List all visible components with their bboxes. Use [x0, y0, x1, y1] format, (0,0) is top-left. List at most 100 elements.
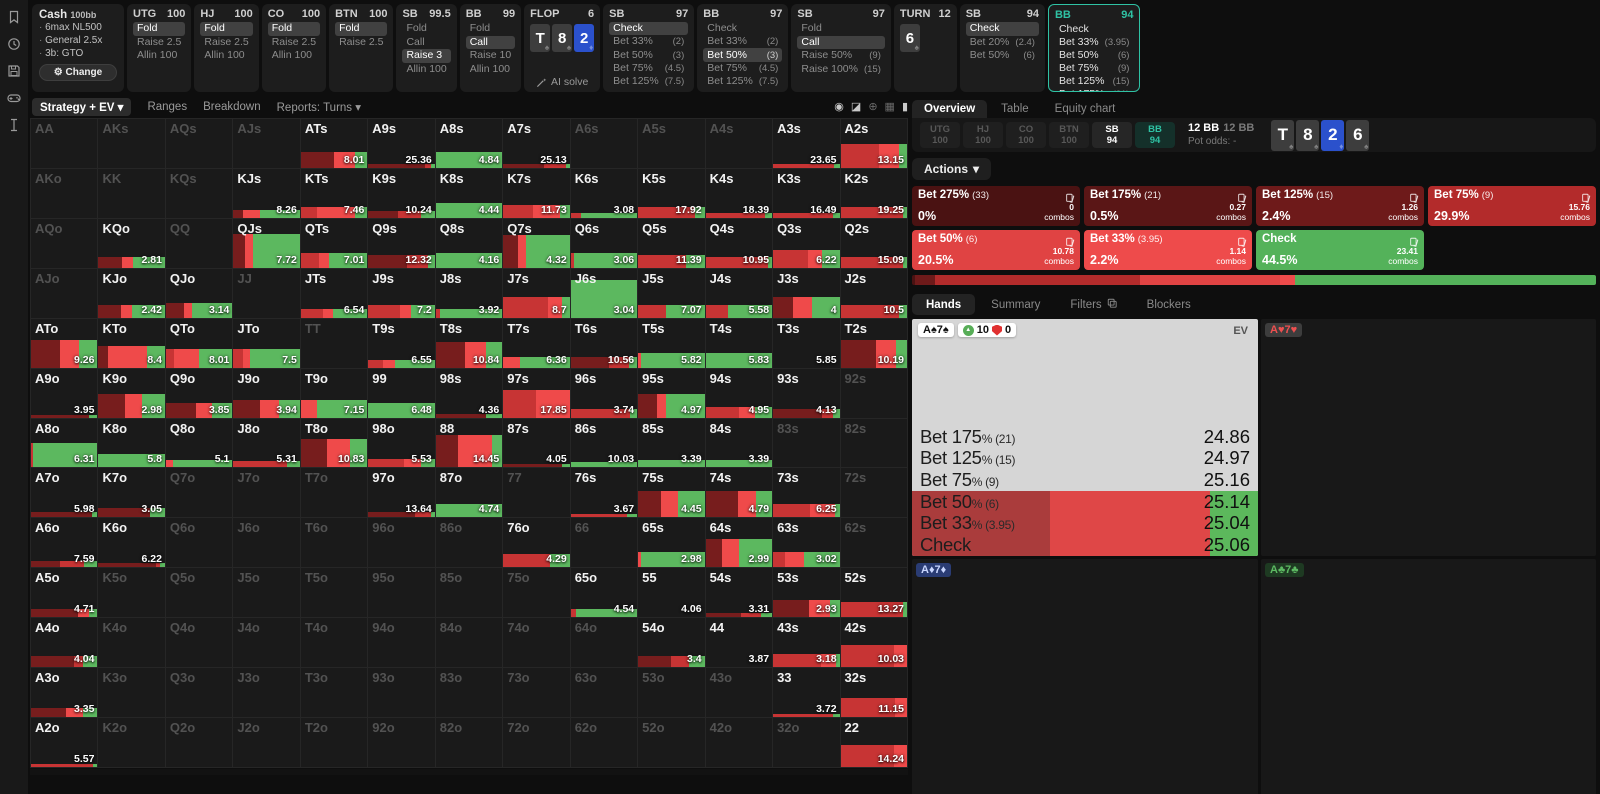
matrix-cell-q5s[interactable]: Q5s 11.39: [638, 218, 705, 268]
matrix-cell-42s[interactable]: 42s 10.03: [840, 618, 907, 668]
node-action-raise-2-5[interactable]: Raise 2.5: [204, 35, 249, 48]
matrix-cell-a2o[interactable]: A2o 5.57: [31, 718, 98, 767]
combo-label-badge[interactable]: A♥7♥: [1265, 323, 1303, 337]
node-action-check[interactable]: Check: [609, 22, 689, 36]
combos-list-icon[interactable]: [1237, 190, 1247, 203]
history-icon[interactable]: [7, 37, 21, 51]
matrix-cell-87o[interactable]: 87o 4.74: [435, 468, 503, 518]
node-action-bet-33-[interactable]: Bet 33% (2): [707, 35, 779, 48]
matrix-cell-t6o[interactable]: T6o: [300, 518, 368, 568]
matrix-cell-86s[interactable]: 86s 10.03: [570, 418, 638, 468]
matrix-cell-a8s[interactable]: A8s 4.84: [435, 119, 503, 168]
matrix-cell-53s[interactable]: 53s 2.93: [773, 568, 840, 618]
matrix-cell-jj[interactable]: JJ: [233, 268, 300, 318]
combo-cell-ah7h[interactable]: A♥7♥: [1261, 319, 1596, 556]
action-tile-bet-175-[interactable]: Bet 175% (21) 0.5% 0.27 combos: [1084, 186, 1252, 226]
matrix-cell-t3s[interactable]: T3s 5.85: [773, 318, 840, 368]
matrix-cell-j7s[interactable]: J7s 8.7: [503, 268, 570, 318]
matrix-cell-j2s[interactable]: J2s 10.5: [840, 268, 907, 318]
matrix-cell-43s[interactable]: 43s 3.18: [773, 618, 840, 668]
matrix-cell-a2s[interactable]: A2s 13.15: [840, 119, 907, 168]
matrix-cell-65s[interactable]: 65s 2.98: [638, 518, 705, 568]
matrix-cell-87s[interactable]: 87s 4.05: [503, 418, 570, 468]
matrix-cell-k9o[interactable]: K9o 2.98: [98, 368, 165, 418]
matrix-cell-q8o[interactable]: Q8o 5.1: [165, 418, 233, 468]
matrix-cell-q4s[interactable]: Q4s 10.95: [705, 218, 773, 268]
matrix-cell-a7s[interactable]: A7s 25.13: [503, 119, 570, 168]
combo-label-badge[interactable]: A♦7♦: [916, 563, 952, 577]
matrix-cell-a8o[interactable]: A8o 6.31: [31, 418, 98, 468]
matrix-cell-65o[interactable]: 65o 4.54: [570, 568, 638, 618]
action-tile-bet-125-[interactable]: Bet 125% (15) 2.4% 1.26 combos: [1256, 186, 1424, 226]
matrix-cell-k5s[interactable]: K5s 17.92: [638, 168, 705, 218]
node-action-fold[interactable]: Fold: [801, 22, 822, 35]
matrix-cell-t3o[interactable]: T3o: [300, 668, 368, 718]
matrix-cell-74s[interactable]: 74s 4.79: [705, 468, 773, 518]
node-action-raise-10[interactable]: Raise 10: [469, 49, 512, 62]
combo-cell-ac7c[interactable]: A♣7♣: [1261, 559, 1596, 794]
matrix-cell-qto[interactable]: QTo 8.01: [165, 318, 233, 368]
panel-layout-icon[interactable]: ▮: [901, 100, 908, 113]
range-height-icon[interactable]: [7, 118, 21, 132]
combo-label-badge[interactable]: A♣7♣: [1265, 563, 1304, 577]
matrix-cell-a9s[interactable]: A9s 25.36: [368, 119, 435, 168]
matrix-cell-53o[interactable]: 53o: [638, 668, 705, 718]
matrix-cell-32s[interactable]: 32s 11.15: [840, 668, 907, 718]
matrix-cell-q9s[interactable]: Q9s 12.32: [368, 218, 435, 268]
matrix-cell-t5s[interactable]: T5s 5.82: [638, 318, 705, 368]
matrix-cell-qts[interactable]: QTs 7.01: [300, 218, 368, 268]
node-action-allin-100[interactable]: Allin 100: [469, 62, 510, 75]
matrix-cell-a3o[interactable]: A3o 3.35: [31, 668, 98, 718]
matrix-cell-t2o[interactable]: T2o: [300, 718, 368, 767]
history-node-12-bb[interactable]: BB 94 Check Bet 33% (3.95) Bet 50% (6) Bet 75%(…: [1047, 4, 1141, 92]
node-action-raise-100-[interactable]: Raise 100% (15): [801, 62, 881, 75]
matrix-cell-43o[interactable]: 43o: [705, 668, 773, 718]
matrix-cell-j4o[interactable]: J4o: [233, 618, 300, 668]
grid-view-icon[interactable]: ▦: [884, 100, 895, 113]
matrix-cell-98o[interactable]: 98o 5.53: [368, 418, 435, 468]
hands-tab-summary[interactable]: Summary: [991, 298, 1041, 311]
matrix-cell-kto[interactable]: KTo 8.4: [98, 318, 165, 368]
matrix-cell-76s[interactable]: 76s 3.67: [570, 468, 638, 518]
combo-cell-as7s[interactable]: A♠7♠ ▲ 10 0 EV Bet 175% (21) 24.86 Bet 125%…: [912, 319, 1258, 556]
history-node-4-sb[interactable]: SB 99.5 Fold Call Raise 3 Allin 100: [396, 4, 457, 92]
matrix-cell-55[interactable]: 55 4.06: [638, 568, 705, 618]
combos-list-icon[interactable]: [1065, 234, 1075, 247]
matrix-cell-t2s[interactable]: T2s 10.19: [840, 318, 907, 368]
matrix-cell-86o[interactable]: 86o: [435, 518, 503, 568]
action-tile-check[interactable]: Check 44.5% 23.41 combos: [1256, 230, 1424, 270]
matrix-cell-t4s[interactable]: T4s 5.83: [705, 318, 773, 368]
combo-cell-ad7d[interactable]: A♦7♦: [912, 559, 1258, 794]
matrix-cell-72s[interactable]: 72s: [840, 468, 907, 518]
matrix-cell-k2s[interactable]: K2s 19.25: [840, 168, 907, 218]
matrix-cell-a5s[interactable]: A5s: [638, 119, 705, 168]
matrix-cell-a4s[interactable]: A4s: [705, 119, 773, 168]
matrix-cell-k5o[interactable]: K5o: [98, 568, 165, 618]
matrix-cell-84s[interactable]: 84s 3.39: [705, 418, 773, 468]
matrix-cell-64s[interactable]: 64s 2.99: [705, 518, 773, 568]
node-action-check[interactable]: Check: [965, 22, 1039, 36]
matrix-cell-62s[interactable]: 62s: [840, 518, 907, 568]
matrix-cell-72o[interactable]: 72o: [503, 718, 570, 767]
matrix-cell-j5s[interactable]: J5s 7.07: [638, 268, 705, 318]
combos-list-icon[interactable]: [1581, 190, 1591, 203]
node-action-bet-50-[interactable]: Bet 50% (6): [1058, 49, 1130, 61]
node-action-bet-125-[interactable]: Bet 125% (7.5): [613, 74, 685, 87]
matrix-cell-j6o[interactable]: J6o: [233, 518, 300, 568]
matrix-cell-kts[interactable]: KTs 7.46: [300, 168, 368, 218]
matrix-cell-73s[interactable]: 73s 6.25: [773, 468, 840, 518]
matrix-cell-jto[interactable]: JTo 7.5: [233, 318, 300, 368]
node-action-call[interactable]: Call: [406, 35, 425, 48]
combos-list-icon[interactable]: [1065, 190, 1075, 203]
node-action-bet-75-[interactable]: Bet 75% (4.5): [613, 61, 685, 74]
matrix-cell-k7s[interactable]: K7s 11.73: [503, 168, 570, 218]
matrix-cell-j7o[interactable]: J7o: [233, 468, 300, 518]
matrix-cell-a4o[interactable]: A4o 4.04: [31, 618, 98, 668]
matrix-cell-t7s[interactable]: T7s 6.36: [503, 318, 570, 368]
hands-tab-blockers[interactable]: Blockers: [1146, 298, 1191, 311]
actions-dropdown[interactable]: Actions ▾: [912, 158, 992, 180]
matrix-cell-93o[interactable]: 93o: [368, 668, 435, 718]
matrix-cell-k4o[interactable]: K4o: [98, 618, 165, 668]
matrix-cell-j9s[interactable]: J9s 7.2: [368, 268, 435, 318]
matrix-cell-k6s[interactable]: K6s 3.08: [570, 168, 638, 218]
